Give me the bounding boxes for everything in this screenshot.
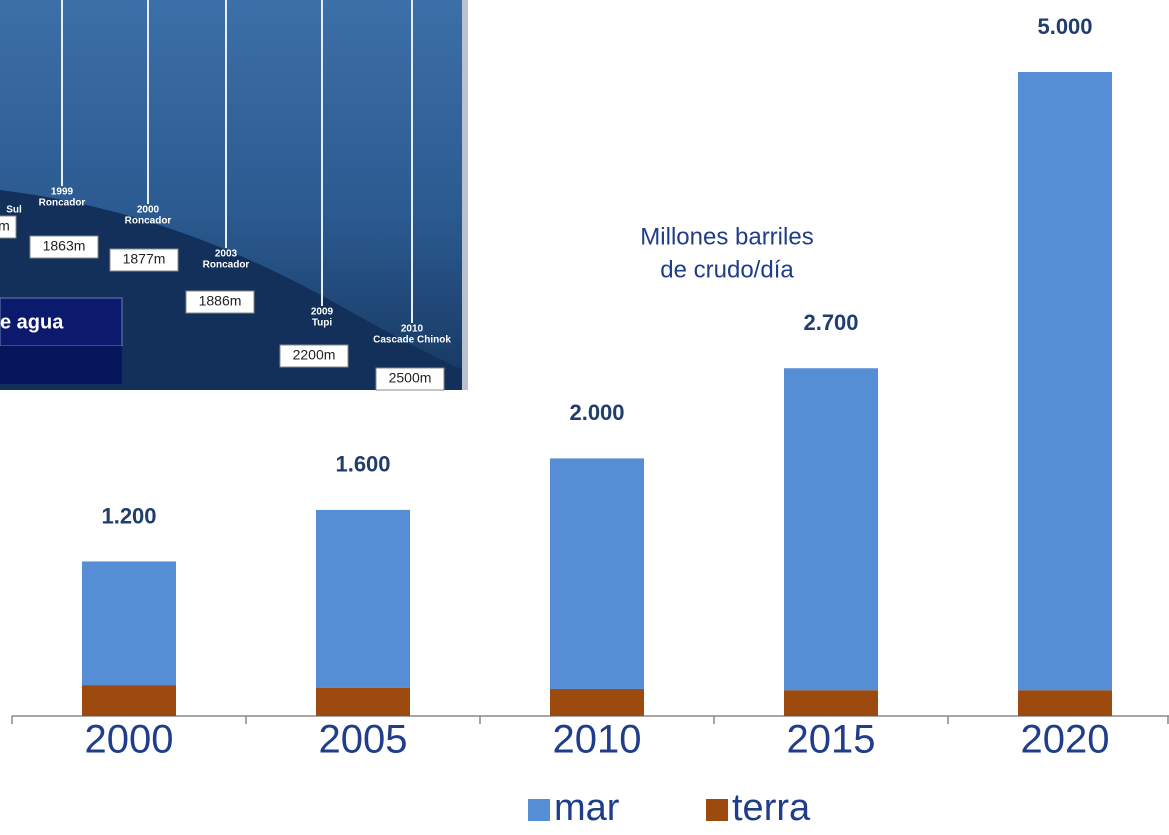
marker-year: 2010 xyxy=(401,324,424,335)
depth-box xyxy=(109,248,179,272)
marker-field: Tupi xyxy=(312,318,333,329)
legend-label: mar xyxy=(554,787,620,829)
partial-label: Sul xyxy=(6,205,22,216)
total-label: 2.700 xyxy=(803,310,858,335)
bar-segment xyxy=(82,685,176,716)
marker-field: Roncador xyxy=(39,198,86,209)
bar-segment xyxy=(1018,690,1112,716)
bar-segment xyxy=(316,509,410,688)
depth-box xyxy=(29,235,99,259)
total-label: 1.600 xyxy=(335,452,390,477)
x-tick-label: 2000 xyxy=(85,718,174,762)
bar-segment xyxy=(784,368,878,691)
marker-field: Roncador xyxy=(203,260,250,271)
depth-label: 1877m xyxy=(123,251,166,267)
depth-box xyxy=(375,367,445,391)
partial-label: m xyxy=(0,218,10,234)
x-tick-label: 2020 xyxy=(1021,718,1110,762)
x-tick-label: 2005 xyxy=(319,718,408,762)
depth-label: 1886m xyxy=(199,293,242,309)
depth-box xyxy=(185,290,255,314)
legend-swatch xyxy=(706,799,728,821)
legend-swatch xyxy=(528,799,550,821)
x-tick-label: 2010 xyxy=(553,718,642,762)
marker-field: Roncador xyxy=(125,216,172,227)
annotation-line: Millones barriles xyxy=(640,223,813,250)
total-label: 1.200 xyxy=(101,503,156,528)
total-label: 5.000 xyxy=(1037,14,1092,39)
depth-label: 2500m xyxy=(389,370,432,386)
inset-border xyxy=(462,0,468,390)
banner-strip xyxy=(0,346,122,384)
bar-segment xyxy=(1018,72,1112,691)
bar-segment xyxy=(550,688,644,716)
depth-box xyxy=(0,215,17,239)
bar-segment xyxy=(550,458,644,689)
marker-year: 2003 xyxy=(215,249,238,260)
total-label: 2.000 xyxy=(569,400,624,425)
banner-text: e agua xyxy=(0,311,64,333)
bar-segment xyxy=(784,690,878,716)
x-tick-label: 2015 xyxy=(787,718,876,762)
legend-label: terra xyxy=(732,787,811,829)
depth-label: 2200m xyxy=(293,347,336,363)
chart: Millones barriles de crudo/día 1.200 2000… xyxy=(11,14,1169,829)
marker-year: 2009 xyxy=(311,307,334,318)
bar-segment xyxy=(316,687,410,716)
depth-label: 1863m xyxy=(43,238,86,254)
marker-year: 1999 xyxy=(51,187,74,198)
marker-field: Cascade Chinok xyxy=(373,335,451,346)
marker-year: 2000 xyxy=(137,205,160,216)
depth-box xyxy=(279,344,349,368)
annotation-line: de crudo/día xyxy=(660,256,794,283)
banner-box xyxy=(0,297,123,347)
bar-segment xyxy=(82,561,176,686)
